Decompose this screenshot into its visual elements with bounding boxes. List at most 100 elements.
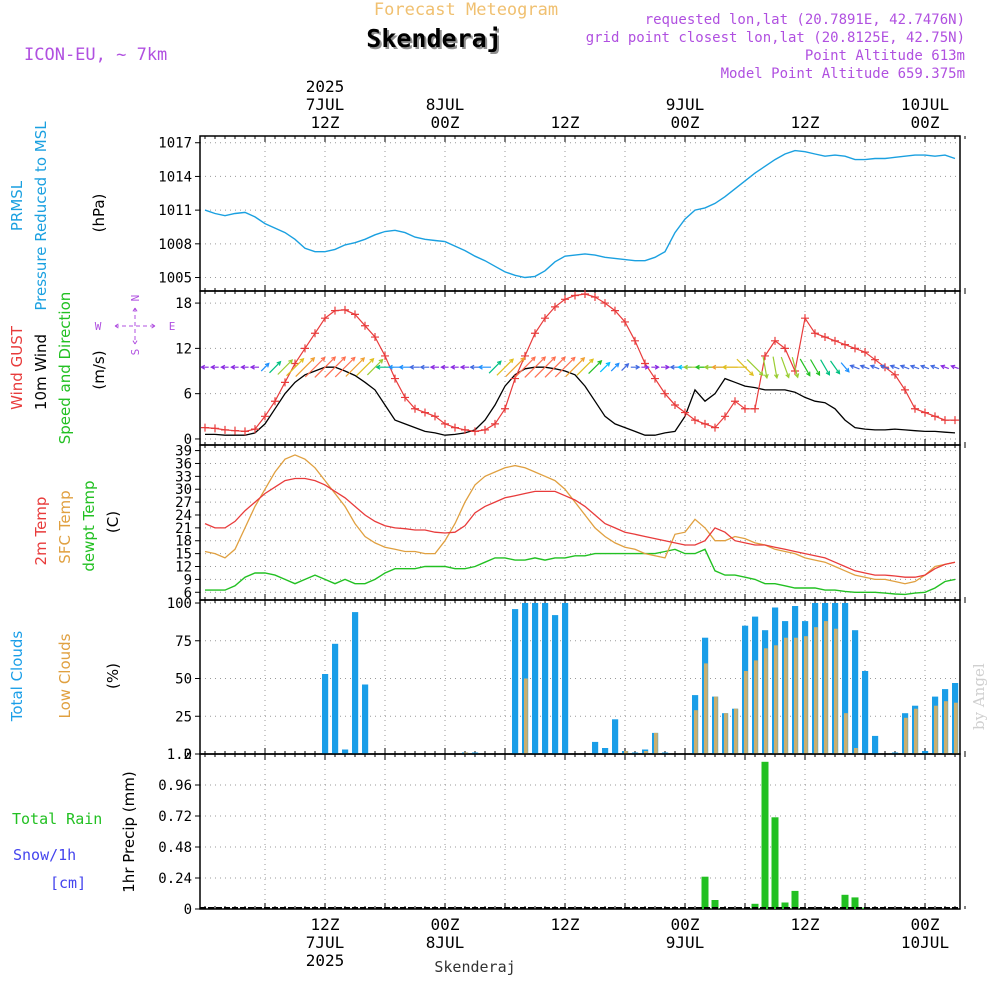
gust-marker [821, 333, 829, 342]
gust-marker [411, 404, 419, 413]
gust-marker [921, 408, 929, 417]
low-cloud-bar [784, 637, 788, 754]
clouds-ytick-label: 50 [175, 672, 192, 688]
compass-west: W [95, 320, 102, 333]
gust-marker [781, 344, 789, 353]
temperature-ytick-label: 36 [175, 456, 192, 472]
gust-marker [381, 351, 389, 360]
rain-bar [841, 894, 849, 909]
gust-marker [431, 412, 439, 421]
wind-direction-arrow [240, 364, 249, 370]
clouds-ytick-label: 75 [175, 634, 192, 650]
rain-bar [781, 902, 789, 909]
temp-ylabel-units: (C) [104, 511, 122, 533]
low-cloud-bar [954, 702, 958, 754]
gust-marker [871, 355, 879, 364]
temperature-ytick-label: 6 [184, 585, 192, 601]
total-cloud-bar [542, 603, 549, 754]
precipitation-ytick-label: 1.2 [167, 747, 192, 763]
wind-direction-arrow [809, 359, 821, 377]
gust-marker [811, 329, 819, 338]
gust-marker [851, 344, 859, 353]
wind-direction-arrow [220, 364, 229, 370]
wind-panel: 0 6 12 18 [175, 290, 966, 448]
clouds-ylabel-units: (%) [104, 663, 122, 689]
time-axis-bottom-label: 00Z [911, 915, 940, 934]
rain-bar [701, 876, 709, 909]
temperature-ytick-label: 18 [175, 534, 192, 550]
wind-direction-arrow [721, 364, 747, 370]
wind-direction-arrow [249, 364, 259, 370]
low-cloud-bar [844, 713, 848, 754]
total-cloud-bar [332, 643, 339, 754]
gust-marker [241, 427, 249, 436]
total-cloud-bar [352, 612, 359, 754]
gust-marker [491, 419, 499, 428]
precipitation-ytick-label: 0 [184, 902, 192, 918]
temperature-ytick-label: 33 [175, 469, 192, 485]
total-cloud-bar [842, 603, 849, 754]
rain-bar [711, 900, 719, 909]
wind-direction-arrow [488, 360, 502, 374]
wind-direction-arrow [524, 356, 547, 378]
gust-marker [501, 404, 509, 413]
temperature-ytick-label: 21 [175, 521, 192, 537]
time-axis-bottom-label: 9JUL [666, 933, 705, 952]
model-altitude: Model Point Altitude 659.375m [721, 66, 965, 82]
gust-marker [751, 404, 759, 413]
time-axis-top-label: 7JUL [306, 95, 345, 114]
clouds-ytick-label: 25 [175, 709, 192, 725]
gust-marker [911, 404, 919, 413]
low-cloud-bar [794, 637, 798, 754]
rain-bar [771, 817, 779, 909]
wind-direction-arrow [780, 356, 790, 379]
gust-marker [581, 290, 589, 299]
low-cloud-bar [724, 713, 728, 754]
time-axis-top-label: 12Z [551, 113, 580, 132]
wind-direction-arrow [576, 358, 595, 376]
gust-marker [321, 314, 329, 323]
total-cloud-bar [552, 615, 559, 754]
time-axis-bottom-label: 12Z [551, 915, 580, 934]
pressure-ytick-label: 1005 [158, 271, 192, 287]
temperature-ytick-label: 24 [175, 508, 192, 524]
gust-marker [271, 397, 279, 406]
gust-marker [511, 374, 519, 383]
time-axis-bottom-label: 8JUL [426, 933, 465, 952]
wind-direction-arrow [820, 359, 831, 376]
wind-direction-arrow [477, 364, 491, 370]
gust-marker [251, 425, 259, 434]
temperature-ytick-label: 12 [175, 560, 192, 576]
gust-marker [421, 408, 429, 417]
wind-direction-arrow [879, 364, 890, 370]
time-axis-bottom-label: 7JUL [306, 933, 345, 952]
time-axis-top-label: 10JUL [901, 95, 949, 114]
gust-marker [481, 425, 489, 434]
low-cloud-bar [814, 627, 818, 754]
pressure-line [204, 149, 956, 279]
wind-direction-arrow [277, 359, 294, 375]
gust-marker [561, 295, 569, 304]
temperature-ytick-label: 27 [175, 495, 192, 511]
low-cloud-bar [654, 732, 658, 754]
precipitation-ytick-label: 0.24 [158, 871, 192, 887]
temp-ylabel-2m: 2m Temp [32, 497, 50, 566]
temperature-frame [199, 444, 961, 601]
time-axis-bottom-label: 12Z [311, 915, 340, 934]
gust-marker [801, 314, 809, 323]
location-title: Skenderaj [368, 26, 503, 55]
low-cloud-bar [734, 708, 738, 754]
wind-direction-arrow [440, 364, 449, 370]
gust-marker [451, 423, 459, 432]
total-cloud-bar [512, 609, 519, 754]
time-axis-bottom-label: 2025 [306, 951, 345, 970]
total-cloud-bar [532, 603, 539, 754]
wind-direction-arrow [334, 356, 356, 378]
temperature-ytick-label: 9 [184, 572, 192, 588]
wind-ylabel-10m: 10m Wind [32, 334, 50, 410]
time-axis-top-label: 00Z [431, 113, 460, 132]
total-cloud-bar [342, 749, 349, 754]
low-cloud-bar [694, 710, 698, 754]
wind-direction-arrow [210, 364, 219, 370]
pressure-frame [199, 135, 961, 292]
